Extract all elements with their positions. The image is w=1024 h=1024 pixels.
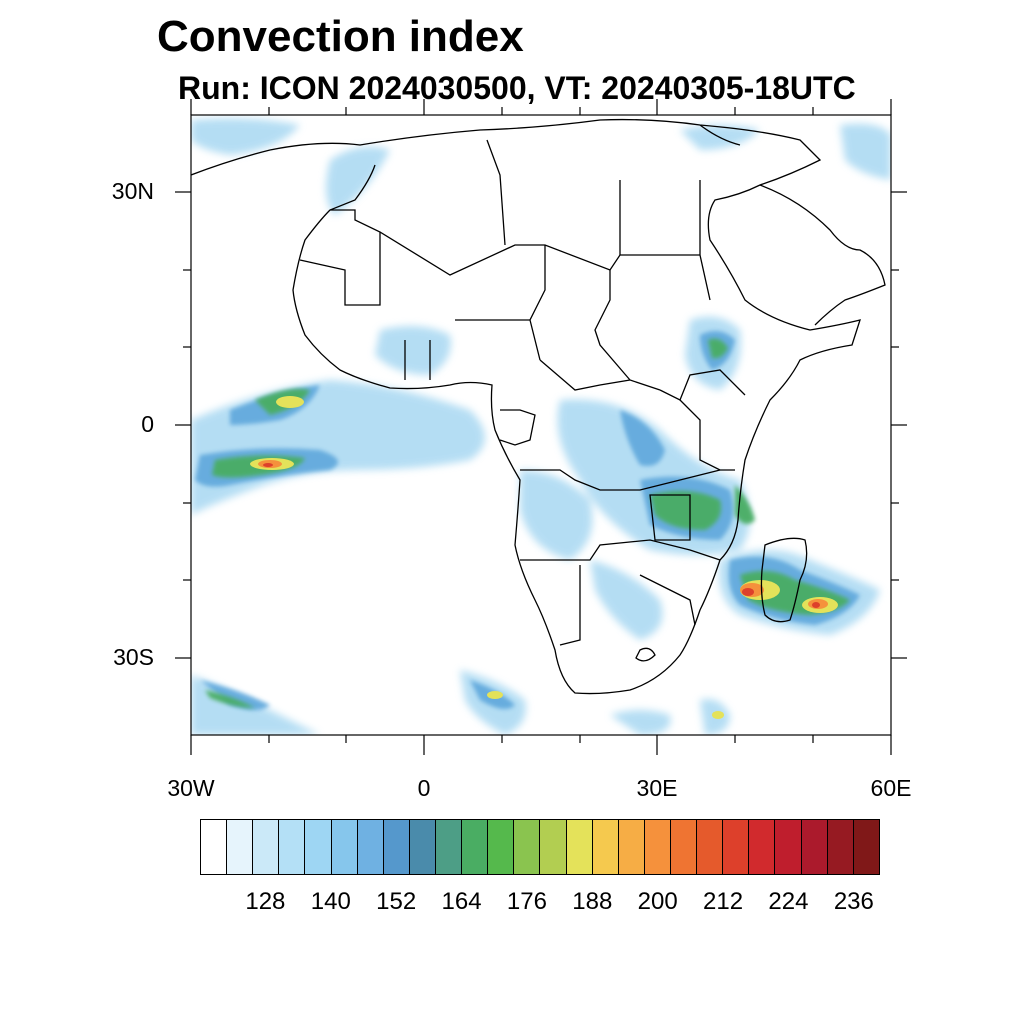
axis-ticks (175, 99, 907, 755)
lat-label-30n: 30N (111, 178, 154, 204)
coastlines (191, 118, 886, 695)
colorbar-swatch (853, 820, 879, 874)
colorbar-tick-label: 200 (637, 888, 678, 915)
colorbar-tick-label: 128 (245, 888, 286, 915)
lat-label-30s: 30S (113, 644, 154, 670)
colorbar-tick-label: 152 (376, 888, 417, 915)
colorbar-swatch (618, 820, 645, 874)
colorbar-swatch (775, 820, 802, 874)
colorbar-swatch (409, 820, 436, 874)
colorbar-swatch (435, 820, 463, 874)
colorbar-tick-label: 164 (441, 888, 482, 915)
colorbar-swatch (357, 820, 384, 874)
colorbar-swatch (540, 820, 567, 874)
colorbar-swatch (514, 820, 541, 874)
colorbar-swatch (801, 820, 828, 874)
colorbar-swatch (670, 820, 698, 874)
lat-label-0: 0 (141, 411, 154, 437)
convection-field (191, 118, 891, 735)
lon-label-0: 0 (417, 775, 431, 801)
colorbar-swatch (723, 820, 750, 874)
colorbar-swatch (462, 820, 489, 874)
colorbar-tick-label: 236 (833, 888, 874, 915)
colorbar-swatch (644, 820, 671, 874)
colorbar-swatch (827, 820, 854, 874)
map-title: Convection index (157, 12, 524, 61)
colorbar-tick-label: 176 (506, 888, 547, 915)
colorbar-tick-label: 212 (703, 888, 744, 915)
colorbar-swatch (749, 820, 776, 874)
colorbar-tick-label: 224 (768, 888, 809, 915)
colorbar-swatch (279, 820, 306, 874)
colorbar-tick-label: 188 (572, 888, 613, 915)
colorbar-swatch (488, 820, 515, 874)
colorbar-swatch (331, 820, 358, 874)
colorbar-swatch (305, 820, 332, 874)
colorbar-swatch (697, 820, 724, 874)
colorbar (200, 819, 880, 875)
colorbar-swatch (227, 820, 254, 874)
colorbar-swatch (383, 820, 410, 874)
colorbar-swatch (592, 820, 619, 874)
colorbar-swatch (566, 820, 593, 874)
colorbar-swatch (253, 820, 280, 874)
map-subtitle: Run: ICON 2024030500, VT: 20240305-18UTC (178, 70, 856, 106)
colorbar-tick-label: 140 (310, 888, 351, 915)
colorbar-swatch (201, 820, 228, 874)
lon-label-30e: 30E (636, 775, 678, 801)
lon-label-30w: 30W (167, 775, 215, 801)
lon-label-60e: 60E (870, 775, 912, 801)
